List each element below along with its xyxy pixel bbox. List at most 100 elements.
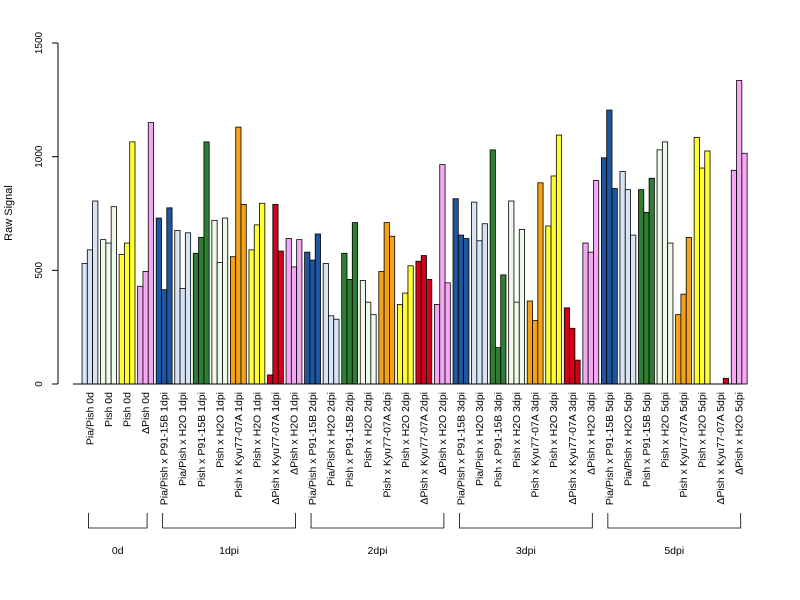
bar [656,149,663,385]
bars [81,80,748,385]
category-label: ΔPish x Kyu77-07A 1dpi [270,392,282,505]
bar [341,252,348,385]
category-label: Pish x H2O 2dpi [400,392,412,468]
group-brackets: 0d 1dpi 2dpi 3dpi 5dpi [88,513,742,557]
bar [699,167,706,385]
category-label: Pish x H2O 3dpi [511,392,523,468]
bar [463,238,470,385]
bar [550,175,557,385]
bar [402,292,409,385]
bar [630,234,637,385]
bar [142,271,149,385]
category-label: ΔPish x Kyu77-07A 2dpi [418,392,430,505]
category-label: Pia/Pish x H2O 3dpi [474,392,486,486]
group-bracket: 3dpi [459,513,593,557]
bar [359,280,366,385]
bar [396,304,404,385]
bar [198,236,205,385]
bar [179,288,186,385]
bar-category [730,80,748,385]
category-label: Pish x H2O 5dpi [697,392,709,468]
bar-category [192,141,210,385]
bar [137,285,144,385]
category-label: ΔPish x H2O 3dpi [585,392,597,475]
bar-category [582,180,600,385]
bar-category [452,198,470,385]
category-label: Pia/Pish 0d [84,392,96,445]
bar-category [619,171,637,385]
bar [155,217,162,385]
bar-category [415,255,433,385]
category-label: Pish x H2O 3dpi [548,392,560,468]
bar [277,250,284,385]
bar [489,149,496,385]
category-labels: Pia/Pish 0d Pish 0d Pish 0d ΔPish 0d Pia/Pis… [84,392,745,505]
category-label: Pish x H2O 1dpi [214,392,226,468]
bar [741,152,748,385]
bar [174,230,181,385]
bar [601,157,608,385]
bar [272,204,279,385]
bar [593,180,600,385]
y-axis-label: Raw Signal [3,185,15,241]
bar [248,249,255,385]
bar-category [378,222,396,385]
bar [309,259,316,385]
bar [574,359,581,385]
bar [736,80,743,385]
bar [147,122,154,385]
bar [333,318,340,385]
category-label: Pish x Kyu77-07A 1dpi [233,392,245,498]
bar [322,263,329,385]
bar [110,206,117,385]
bar [253,224,260,385]
group-label: 1dpi [219,545,239,557]
bar-category [229,126,247,385]
bar [105,242,112,385]
bar-category [267,204,284,385]
bar [285,238,292,385]
bar [675,314,682,385]
bar-category [434,164,451,385]
y-tick-label: 500 [34,262,45,279]
bar [216,261,223,385]
y-axis: 0 500 1000 1500 [34,31,59,387]
bar [500,274,507,385]
category-label: Pia/Pish x H2O 5dpi [622,392,634,486]
bar [704,150,711,385]
bar [481,223,488,385]
y-tick-label: 1000 [34,145,45,168]
bar-category [304,233,321,385]
bar [296,239,303,385]
category-label: Pia/Pish x P91-15B 1dpi [159,392,171,505]
category-label: Pish x P91-15B 5dpi [641,392,653,487]
bar [129,141,136,385]
bar [203,141,210,385]
bar-category [693,136,711,385]
category-label: ΔPish 0d [140,392,152,434]
bar-category [656,141,674,385]
bar-category [396,265,414,385]
category-label: Pish x P91-15B 2dpi [344,392,356,487]
bar [407,265,414,385]
bar [452,198,459,385]
bar [722,377,729,385]
bar-category [638,177,655,385]
bar-category [118,141,136,385]
bar [420,255,427,385]
bracket-line [310,513,445,529]
category-label: Pish x H2O 5dpi [660,392,672,468]
bar [229,256,237,385]
bar [685,236,692,385]
bar [222,217,229,385]
category-label: Pish x P91-15B 1dpi [196,392,208,487]
bar [118,254,125,385]
bar [426,279,433,385]
bar-category [341,222,358,385]
bar-category [359,280,377,385]
bar [555,134,563,385]
bar [643,211,650,385]
bar-category [471,201,488,385]
bar [563,307,570,385]
